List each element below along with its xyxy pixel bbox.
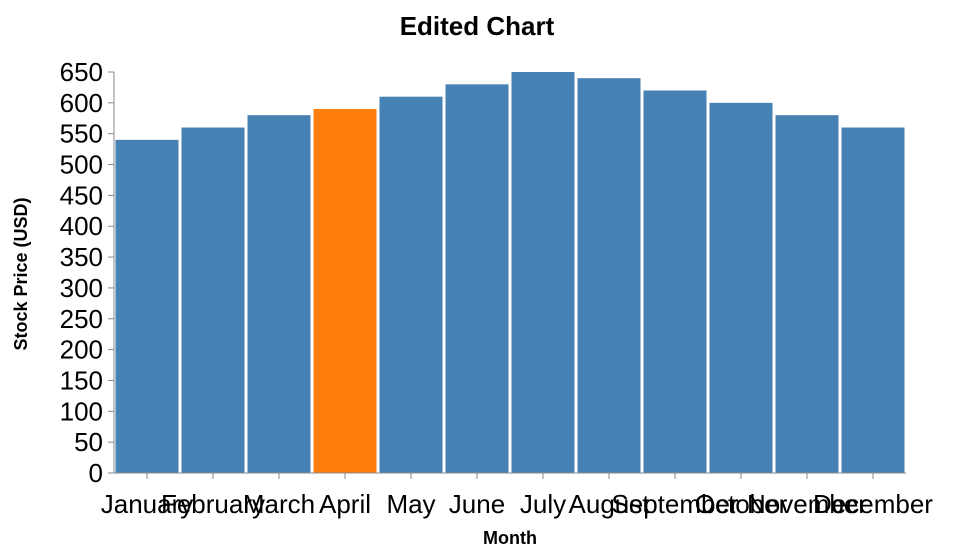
bars-group: [115, 72, 905, 474]
bar-april: [313, 109, 377, 473]
y-tick-label: 250: [60, 304, 103, 334]
bar-august: [577, 78, 641, 474]
x-tick-label: January: [101, 489, 194, 519]
y-tick-label: 400: [60, 211, 103, 241]
y-tick-label: 50: [74, 427, 103, 457]
bar-september: [643, 90, 707, 473]
x-tick-label: November: [747, 489, 867, 519]
y-tick-label: 150: [60, 365, 103, 395]
x-tick-label: February: [161, 489, 265, 519]
bar-february: [181, 127, 245, 474]
y-axis-title: Stock Price (USD): [11, 197, 31, 350]
x-tick-label: October: [695, 489, 788, 519]
x-tick-label: September: [611, 489, 739, 519]
x-axis-title: Month: [483, 528, 537, 548]
bar-january: [115, 139, 179, 473]
y-tick-label: 0: [89, 458, 103, 488]
x-tick-label: March: [243, 489, 315, 519]
y-tick-label: 200: [60, 335, 103, 365]
x-tick-label: April: [319, 489, 371, 519]
x-tick-label: May: [386, 489, 435, 519]
y-tick-label: 100: [60, 396, 103, 426]
y-tick-label: 300: [60, 273, 103, 303]
y-tick-label: 600: [60, 88, 103, 118]
bar-june: [445, 84, 509, 473]
x-tick-label: December: [813, 489, 933, 519]
y-tick-label: 350: [60, 242, 103, 272]
x-tick-label: July: [520, 489, 566, 519]
bar-july: [511, 72, 575, 473]
chart-title: Edited Chart: [400, 11, 555, 41]
bar-november: [775, 115, 839, 473]
bar-march: [247, 115, 311, 473]
y-tick-label: 500: [60, 150, 103, 180]
y-tick-label: 650: [60, 57, 103, 87]
y-tick-label: 450: [60, 180, 103, 210]
x-tick-label: August: [569, 489, 651, 519]
bar-may: [379, 96, 443, 473]
x-tick-label: June: [449, 489, 505, 519]
bar-december: [841, 127, 905, 474]
y-tick-label: 550: [60, 119, 103, 149]
bar-october: [709, 102, 773, 473]
